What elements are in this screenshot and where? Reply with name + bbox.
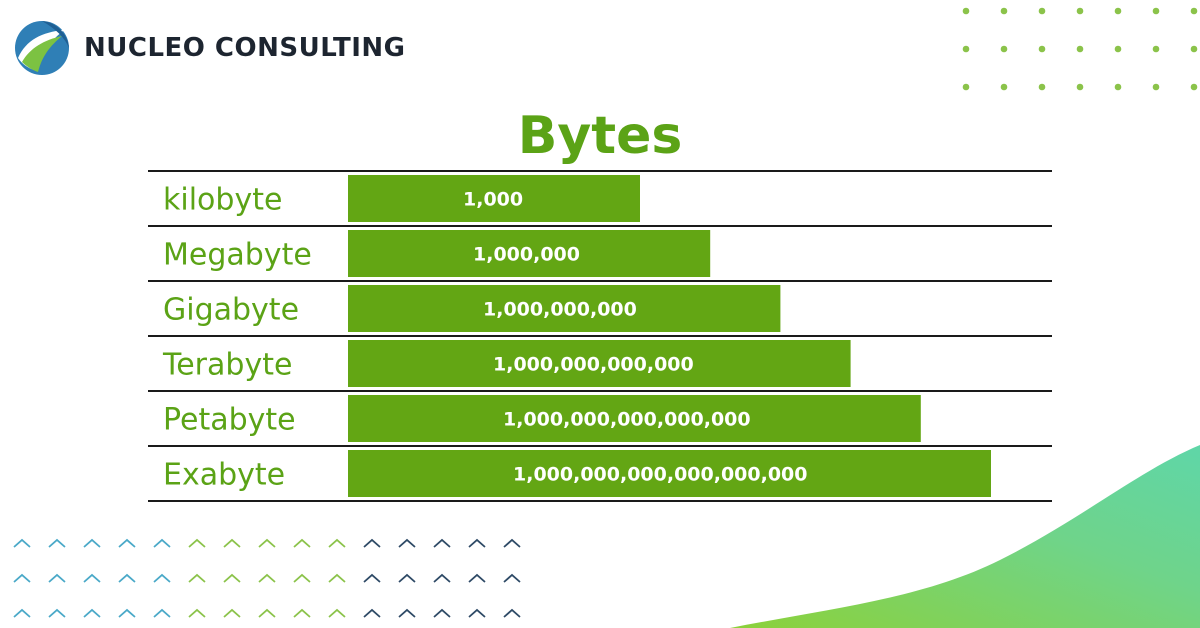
dot [1076, 45, 1084, 53]
chevron-up-icon [293, 573, 311, 583]
bar-petabyte [348, 395, 921, 442]
category-label-gigabyte: Gigabyte [163, 293, 299, 328]
chevron-up-icon [363, 573, 381, 583]
nucleo-logo-icon [15, 21, 69, 75]
chevron-up-icon [48, 608, 66, 618]
dot [1076, 83, 1084, 91]
dot [1190, 83, 1198, 91]
category-label-exabyte: Exabyte [163, 458, 285, 493]
bar-gigabyte [348, 285, 781, 332]
dot [1038, 7, 1046, 15]
chevron-up-icon [188, 608, 206, 618]
chevron-up-icon [223, 608, 241, 618]
chevron-up-icon [83, 538, 101, 548]
dot-pattern [962, 7, 1198, 91]
chevron-up-icon [118, 608, 136, 618]
chevron-up-icon [118, 573, 136, 583]
value-label-petabyte: 1,000,000,000,000,000 [503, 409, 751, 431]
chevron-up-icon [433, 538, 451, 548]
dot [1000, 83, 1008, 91]
category-label-terabyte: Terabyte [162, 348, 292, 383]
dot [1000, 45, 1008, 53]
chevron-up-icon [223, 538, 241, 548]
dot [1076, 7, 1084, 15]
chevron-up-icon [48, 538, 66, 548]
dot [1152, 83, 1160, 91]
bar-kilobyte [348, 175, 640, 222]
category-label-kilobyte: kilobyte [163, 183, 282, 218]
chevron-up-icon [433, 608, 451, 618]
brand-logo[interactable]: NUCLEO CONSULTING [12, 18, 406, 78]
chevron-up-icon [363, 608, 381, 618]
chevron-up-icon [398, 573, 416, 583]
brand-name: NUCLEO CONSULTING [84, 33, 406, 63]
dot [962, 45, 970, 53]
chevron-up-icon [153, 538, 171, 548]
chevron-up-icon [328, 573, 346, 583]
chevron-up-icon [83, 608, 101, 618]
dot [1114, 83, 1122, 91]
bar-exabyte [348, 450, 991, 497]
chevron-up-icon [328, 608, 346, 618]
dot [1038, 83, 1046, 91]
dot [962, 7, 970, 15]
chevron-up-icon [328, 538, 346, 548]
value-label-gigabyte: 1,000,000,000 [483, 299, 637, 321]
dot [962, 83, 970, 91]
chevron-up-icon [468, 538, 486, 548]
chevron-up-icon [118, 538, 136, 548]
dot [1114, 7, 1122, 15]
chevron-up-icon [363, 538, 381, 548]
bar-terabyte [348, 340, 851, 387]
chevron-up-icon [293, 608, 311, 618]
value-label-terabyte: 1,000,000,000,000 [493, 354, 694, 376]
chevron-up-icon [398, 538, 416, 548]
dot [1114, 45, 1122, 53]
chevron-up-icon [468, 573, 486, 583]
chevron-up-icon [153, 573, 171, 583]
chevron-up-icon [153, 608, 171, 618]
category-label-megabyte: Megabyte [163, 238, 312, 273]
value-label-kilobyte: 1,000 [463, 189, 523, 211]
chevron-up-icon [433, 573, 451, 583]
dot [1190, 45, 1198, 53]
chevron-up-icon [258, 538, 276, 548]
chevron-up-icon [468, 608, 486, 618]
chevron-up-icon [13, 538, 31, 548]
chevron-up-icon [258, 608, 276, 618]
chevron-up-icon [48, 573, 66, 583]
dot [1152, 45, 1160, 53]
chevron-up-icon [188, 538, 206, 548]
chevron-up-icon [13, 573, 31, 583]
chart-title: Bytes [517, 106, 683, 166]
dot [1038, 45, 1046, 53]
chevron-up-icon [503, 573, 521, 583]
category-label-petabyte: Petabyte [163, 403, 296, 438]
chevron-pattern [13, 538, 521, 618]
chevron-up-icon [398, 608, 416, 618]
chevron-up-icon [503, 608, 521, 618]
bar-megabyte [348, 230, 711, 277]
chevron-up-icon [13, 608, 31, 618]
chevron-up-icon [258, 573, 276, 583]
chevron-up-icon [293, 538, 311, 548]
dot [1152, 7, 1160, 15]
chevron-up-icon [223, 573, 241, 583]
chevron-up-icon [188, 573, 206, 583]
value-label-megabyte: 1,000,000 [473, 244, 580, 266]
dot [1000, 7, 1008, 15]
chevron-up-icon [503, 538, 521, 548]
chevron-up-icon [83, 573, 101, 583]
value-label-exabyte: 1,000,000,000,000,000,000 [513, 464, 808, 486]
dot [1190, 7, 1198, 15]
